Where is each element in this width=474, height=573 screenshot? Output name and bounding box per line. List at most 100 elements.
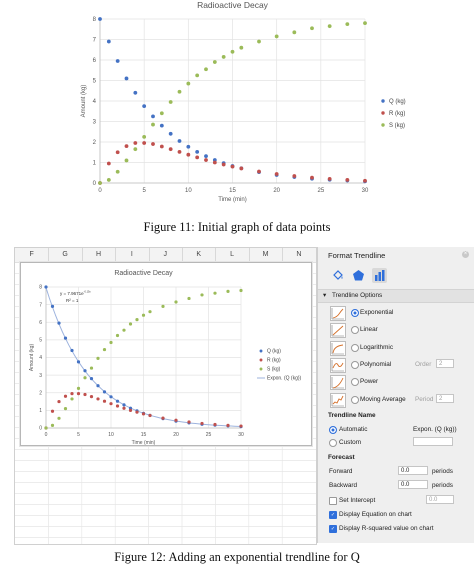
data-point-q bbox=[115, 59, 120, 63]
data-point-s bbox=[257, 39, 261, 44]
column-header-h[interactable]: H bbox=[82, 248, 117, 262]
order-stepper[interactable]: 2 bbox=[436, 358, 454, 368]
forward-input[interactable]: 0.0 bbox=[398, 466, 428, 475]
legend-label: Q (kg) bbox=[267, 349, 281, 355]
linear-label: Linear bbox=[360, 326, 378, 334]
data-point-r bbox=[109, 402, 113, 406]
power-thumbnail-icon bbox=[330, 375, 346, 391]
logarithmic-radio[interactable] bbox=[351, 343, 359, 352]
data-point-s bbox=[274, 34, 279, 39]
data-point-r bbox=[186, 152, 191, 157]
column-header-f[interactable]: F bbox=[15, 248, 50, 262]
legend-marker bbox=[381, 99, 385, 103]
data-point-r bbox=[257, 169, 261, 174]
x-tick-label: 0 bbox=[45, 432, 48, 438]
display-r2-checkbox[interactable]: ✓ bbox=[329, 525, 337, 533]
figure-12-caption: Figure 12: Adding an exponential trendli… bbox=[114, 550, 360, 564]
trendline-name-heading: Trendline Name bbox=[328, 412, 376, 419]
data-point-s bbox=[122, 328, 126, 332]
data-point-r bbox=[135, 410, 139, 414]
data-point-r bbox=[327, 177, 332, 181]
data-point-s bbox=[239, 288, 243, 293]
y-tick-label: 5 bbox=[39, 338, 42, 344]
data-point-q bbox=[106, 39, 111, 44]
moving-average-radio[interactable] bbox=[351, 395, 359, 404]
data-point-r bbox=[174, 418, 178, 422]
bar-chart-options-icon[interactable] bbox=[372, 268, 387, 283]
close-icon[interactable]: × bbox=[462, 251, 469, 258]
data-point-s bbox=[96, 356, 100, 360]
data-point-s bbox=[212, 60, 217, 64]
x-tick-label: 25 bbox=[317, 188, 324, 194]
y-tick-label: 6 bbox=[39, 320, 42, 326]
fill-bucket-icon[interactable] bbox=[330, 268, 345, 283]
y-axis-label: Amount (kg) bbox=[81, 85, 87, 118]
exponential-radio[interactable] bbox=[351, 309, 359, 317]
y-tick-label: 7 bbox=[93, 38, 97, 44]
automatic-radio[interactable] bbox=[329, 426, 337, 434]
x-tick-label: 30 bbox=[362, 188, 369, 194]
set-intercept-label: Set Intercept bbox=[339, 497, 376, 504]
data-point-r bbox=[57, 399, 61, 404]
data-point-s bbox=[106, 178, 111, 182]
data-point-s bbox=[195, 73, 200, 78]
order-label: Order bbox=[415, 360, 432, 368]
trendline-options-section[interactable]: ▾ Trendline Options bbox=[318, 289, 474, 303]
data-point-r bbox=[274, 172, 279, 176]
data-point-s bbox=[327, 24, 332, 29]
y-tick-label: 2 bbox=[93, 140, 97, 146]
data-point-s bbox=[128, 322, 133, 326]
data-point-r bbox=[204, 158, 208, 162]
power-label: Power bbox=[360, 378, 379, 386]
data-point-s bbox=[102, 347, 107, 352]
column-header-k[interactable]: K bbox=[182, 248, 217, 262]
forward-label: Forward bbox=[329, 468, 353, 475]
set-intercept-checkbox[interactable] bbox=[329, 497, 337, 505]
data-point-r bbox=[70, 392, 74, 396]
column-header-l[interactable]: L bbox=[215, 248, 250, 262]
display-equation-label: Display Equation on chart bbox=[339, 511, 412, 518]
embedded-chart[interactable]: Radioactive Decay 0 1 2 3 4 5 6 7 8 0 5 10 15 20 25 30 Ti… bbox=[20, 262, 312, 446]
set-intercept-input[interactable]: 0.0 bbox=[426, 495, 454, 504]
period-stepper[interactable]: 2 bbox=[436, 393, 454, 403]
data-point-q bbox=[109, 395, 113, 399]
x-tick-label: 30 bbox=[238, 432, 244, 438]
polynomial-radio[interactable] bbox=[351, 360, 359, 369]
data-point-q bbox=[50, 304, 55, 308]
automatic-name-value: Expon. (Q (kg)) bbox=[413, 426, 457, 433]
data-point-s bbox=[148, 310, 152, 314]
data-point-r bbox=[133, 141, 138, 145]
data-point-s bbox=[50, 423, 55, 427]
column-header-g[interactable]: G bbox=[48, 248, 83, 262]
y-tick-label: 3 bbox=[39, 373, 42, 379]
linear-radio[interactable] bbox=[351, 326, 359, 335]
data-point-r bbox=[142, 141, 147, 145]
trendline-equation: y = 7.9671e-0.15x bbox=[60, 291, 91, 297]
legend-label: S (kg) bbox=[389, 123, 405, 129]
section-title: Trendline Options bbox=[332, 292, 383, 299]
pentagon-effects-icon[interactable] bbox=[351, 268, 366, 283]
polynomial-thumbnail-icon bbox=[330, 357, 346, 373]
data-point-s bbox=[230, 49, 235, 54]
period-label: Period bbox=[415, 395, 434, 403]
data-point-r bbox=[159, 144, 164, 149]
x-axis-label: Time (min) bbox=[132, 440, 156, 445]
column-header-i[interactable]: I bbox=[115, 248, 150, 262]
backward-input[interactable]: 0.0 bbox=[398, 480, 428, 489]
data-point-q bbox=[102, 390, 107, 394]
data-point-q bbox=[122, 403, 126, 407]
data-point-r bbox=[115, 150, 120, 155]
column-header-n[interactable]: N bbox=[282, 248, 316, 262]
custom-label: Custom bbox=[339, 439, 362, 446]
y-tick-label: 2 bbox=[39, 390, 42, 396]
data-point-r bbox=[200, 421, 204, 426]
data-point-q bbox=[44, 285, 48, 289]
column-header-j[interactable]: J bbox=[149, 248, 183, 262]
power-radio[interactable] bbox=[351, 378, 359, 387]
legend-label: S (kg) bbox=[267, 367, 281, 373]
custom-radio[interactable] bbox=[329, 439, 337, 447]
display-equation-checkbox[interactable]: ✓ bbox=[329, 511, 337, 519]
custom-name-input[interactable] bbox=[413, 437, 453, 446]
column-header-m[interactable]: M bbox=[249, 248, 284, 262]
